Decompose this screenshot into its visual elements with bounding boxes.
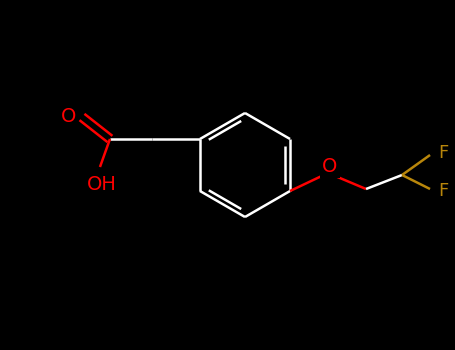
Text: O: O [322,158,338,176]
Text: F: F [438,182,448,200]
Text: O: O [61,107,76,126]
Text: OH: OH [87,175,117,194]
Text: F: F [438,144,448,162]
